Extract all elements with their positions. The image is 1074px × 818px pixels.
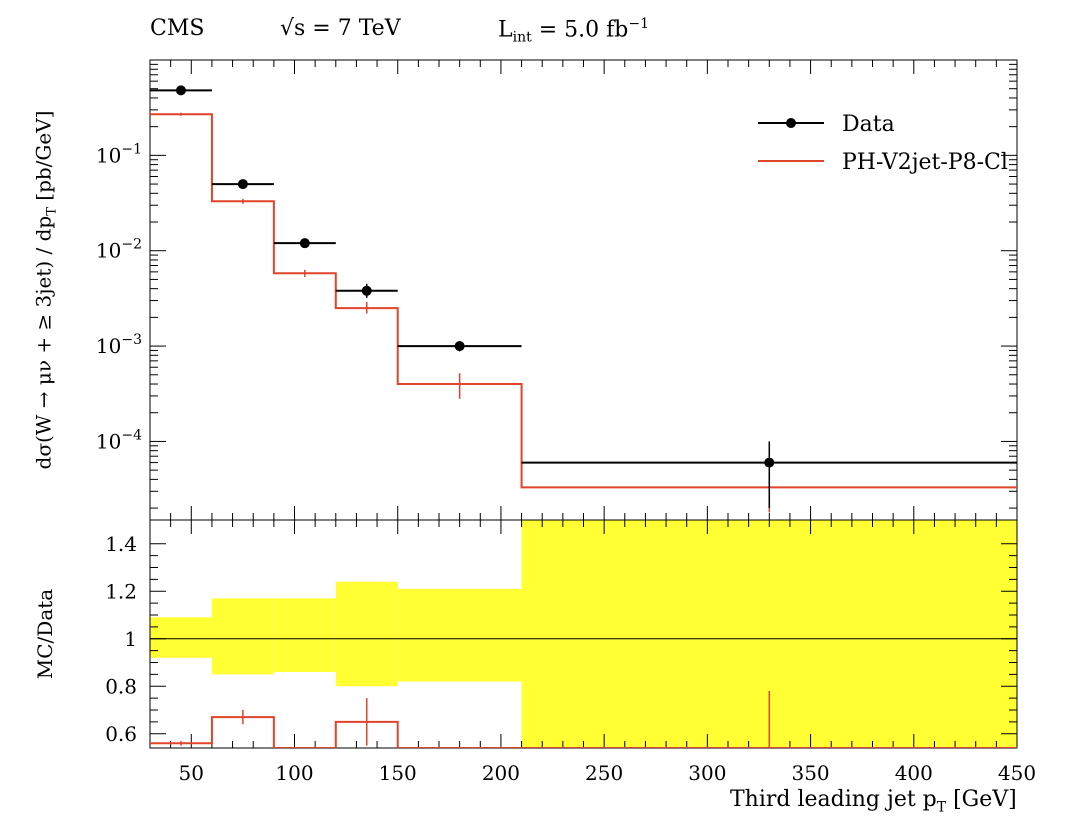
x-tick-label: 100 [275, 761, 313, 785]
data-point [454, 341, 465, 352]
data-point [361, 285, 372, 296]
band-rect [273, 598, 336, 672]
x-tick-label: 400 [895, 761, 933, 785]
ratio-y-tick-label: 0.6 [105, 722, 137, 746]
data-point [299, 238, 310, 249]
data-point [175, 85, 186, 96]
luminosity-label: Lint = 5.0 fb−1 [498, 16, 649, 46]
data-uncertainty-band [150, 520, 1017, 748]
main-y-tick-label: 10−3 [96, 332, 142, 358]
ratio-y-tick-label: 1.4 [105, 532, 137, 556]
main-panel-ticks: 10−1 10−2 10−3 10−4 [96, 59, 1018, 520]
main-y-tick-label: 10−4 [96, 427, 142, 453]
main-y-tick-label: 10−2 [96, 237, 142, 263]
x-tick-label: 450 [998, 761, 1036, 785]
main-y-axis-label-text: dσ(W → μν + ≥ 3jet) / dp [30, 215, 55, 470]
band-rect [150, 617, 212, 658]
x-tick-label: 250 [585, 761, 623, 785]
main-y-axis-label-unit: [pb/GeV] [30, 110, 55, 208]
main-panel-series [150, 85, 1017, 513]
legend: Data PH-V2jet-P8-Cl [758, 112, 1008, 175]
main-y-tick-label: 10−1 [96, 141, 142, 167]
legend-label: PH-V2jet-P8-Cl [842, 150, 1008, 175]
main-y-axis-label-subscript: T [43, 207, 59, 216]
band-rect [335, 581, 398, 687]
x-tick-label: 300 [688, 761, 726, 785]
ratio-mc-line [150, 716, 1017, 748]
ratio-y-tick-label: 1 [124, 627, 137, 651]
x-tick-label: 350 [791, 761, 829, 785]
luminosity-symbol: L [498, 17, 513, 43]
ratio-y-tick-label: 0.8 [105, 674, 137, 698]
experiment-label: CMS [150, 16, 205, 41]
energy-label: √s = 7 TeV [280, 16, 401, 41]
data-point [764, 457, 775, 468]
x-tick-label: 150 [379, 761, 417, 785]
x-tick-label: 200 [482, 761, 520, 785]
x-axis-label-text: Third leading jet p [730, 787, 937, 812]
data-point [237, 179, 248, 190]
main-y-axis-label: dσ(W → μν + ≥ 3jet) / dpT [pb/GeV] [31, 111, 59, 470]
ratio-y-tick-label: 1.2 [105, 579, 137, 603]
legend-label: Data [842, 112, 895, 137]
ratio-panel-series [150, 691, 1017, 748]
x-axis-label-subscript: T [936, 799, 947, 816]
legend-marker [786, 118, 796, 128]
luminosity-value: = 5.0 fb [531, 17, 629, 43]
luminosity-subscript: int [512, 29, 532, 46]
x-axis-label-unit: [GeV] [946, 787, 1017, 812]
band-rect [211, 598, 274, 675]
x-tick-label: 50 [179, 761, 204, 785]
ratio-panel-ticks: 50 100 150 200 250 300 350 400 450 0.6 0.8 1 1.2 1.4 [105, 520, 1036, 785]
luminosity-exponent: −1 [628, 16, 650, 32]
x-axis-label: Third leading jet pT [GeV] [730, 787, 1017, 815]
band-rect [397, 588, 522, 682]
ratio-y-axis-label: MC/Data [33, 588, 58, 680]
